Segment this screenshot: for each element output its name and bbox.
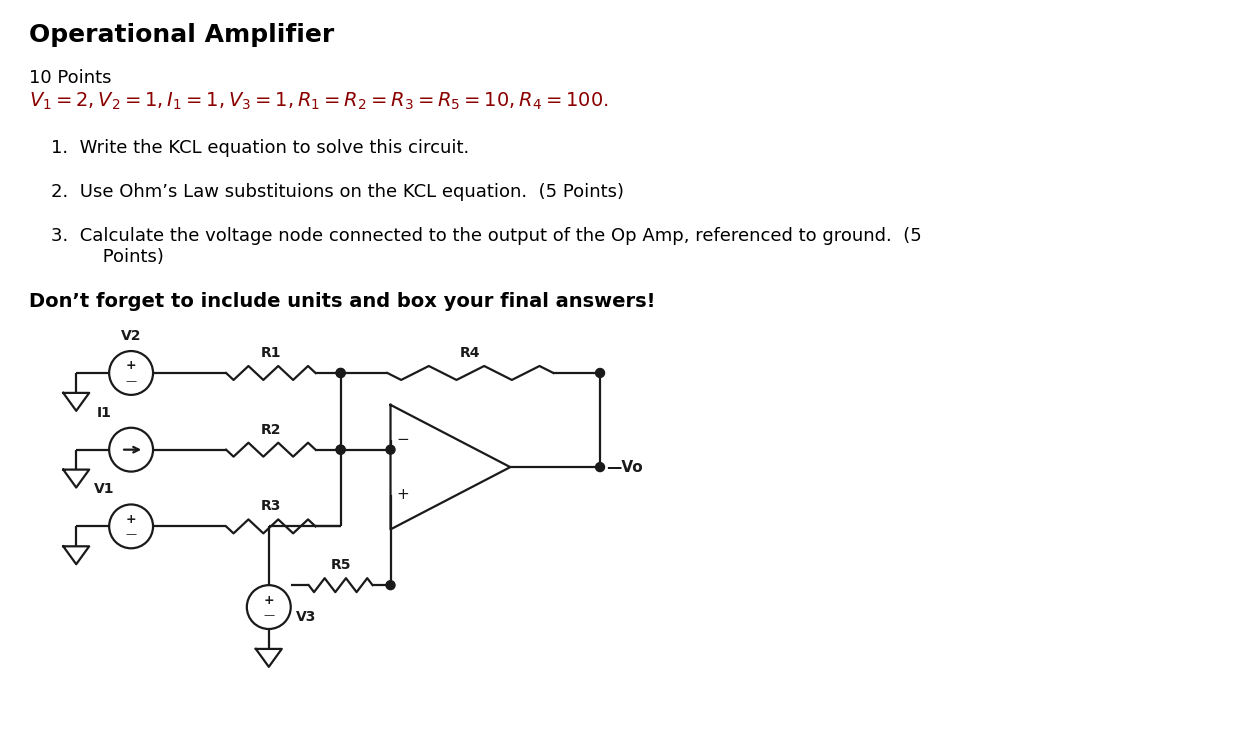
- Text: R5: R5: [330, 558, 351, 572]
- Text: Operational Amplifier: Operational Amplifier: [30, 23, 335, 47]
- Text: 1.  Write the KCL equation to solve this circuit.: 1. Write the KCL equation to solve this …: [51, 139, 470, 157]
- Text: −: −: [396, 432, 409, 447]
- Text: V2: V2: [121, 329, 141, 343]
- Circle shape: [596, 369, 604, 377]
- Circle shape: [336, 369, 345, 377]
- Text: V3: V3: [295, 610, 316, 624]
- Text: $V_1 = 2, V_2 = 1, I_1 = 1, V_3 = 1, R_1 = R_2 = R_3 = R_5 = 10, R_4 = 100.$: $V_1 = 2, V_2 = 1, I_1 = 1, V_3 = 1, R_1…: [30, 91, 609, 112]
- Text: +: +: [126, 359, 136, 372]
- Text: —: —: [126, 529, 137, 539]
- Polygon shape: [390, 405, 511, 529]
- Text: +: +: [396, 487, 409, 502]
- Text: —: —: [126, 376, 137, 386]
- Text: —: —: [263, 610, 274, 620]
- Text: R2: R2: [260, 423, 282, 437]
- Text: +: +: [126, 513, 136, 526]
- Circle shape: [336, 445, 345, 454]
- Text: Points): Points): [75, 248, 164, 266]
- Text: V1: V1: [93, 483, 115, 496]
- Text: 10 Points: 10 Points: [30, 69, 112, 87]
- Text: R3: R3: [260, 499, 282, 513]
- Circle shape: [386, 580, 395, 590]
- Text: R1: R1: [260, 346, 282, 360]
- Text: R4: R4: [460, 346, 481, 360]
- Text: I1: I1: [97, 406, 112, 420]
- Circle shape: [336, 369, 345, 377]
- Text: +: +: [263, 593, 274, 607]
- Text: 2.  Use Ohm’s Law substituions on the KCL equation.  (5 Points): 2. Use Ohm’s Law substituions on the KCL…: [51, 182, 624, 201]
- Text: 3.  Calculate the voltage node connected to the output of the Op Amp, referenced: 3. Calculate the voltage node connected …: [51, 226, 922, 245]
- Text: —Vo: —Vo: [606, 460, 643, 474]
- Text: Don’t forget to include units and box your final answers!: Don’t forget to include units and box yo…: [30, 292, 655, 311]
- Circle shape: [386, 445, 395, 454]
- Circle shape: [336, 445, 345, 454]
- Circle shape: [596, 463, 604, 472]
